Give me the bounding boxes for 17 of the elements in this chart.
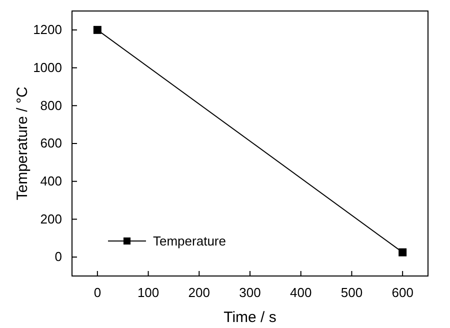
y-tick-label: 600 [40, 136, 62, 151]
x-tick-label: 500 [340, 285, 363, 300]
y-tick-label: 0 [54, 249, 62, 264]
x-tick-label: 100 [137, 285, 160, 300]
y-tick-label: 400 [40, 174, 62, 189]
x-axis-title: Time / s [224, 309, 276, 326]
y-tick-label: 1200 [33, 22, 62, 38]
x-tick-label: 300 [239, 285, 261, 300]
x-tick-label: 600 [392, 285, 414, 300]
x-tick-label: 200 [188, 285, 210, 300]
legend-label: Temperature [153, 234, 226, 248]
x-tick-label: 400 [290, 285, 312, 300]
y-axis-title: Temperature / °C [14, 86, 31, 200]
y-tick-label: 800 [40, 98, 62, 113]
x-tick-label: 0 [94, 285, 102, 300]
y-tick-label: 200 [40, 211, 62, 226]
y-tick-label: 1000 [33, 60, 62, 75]
